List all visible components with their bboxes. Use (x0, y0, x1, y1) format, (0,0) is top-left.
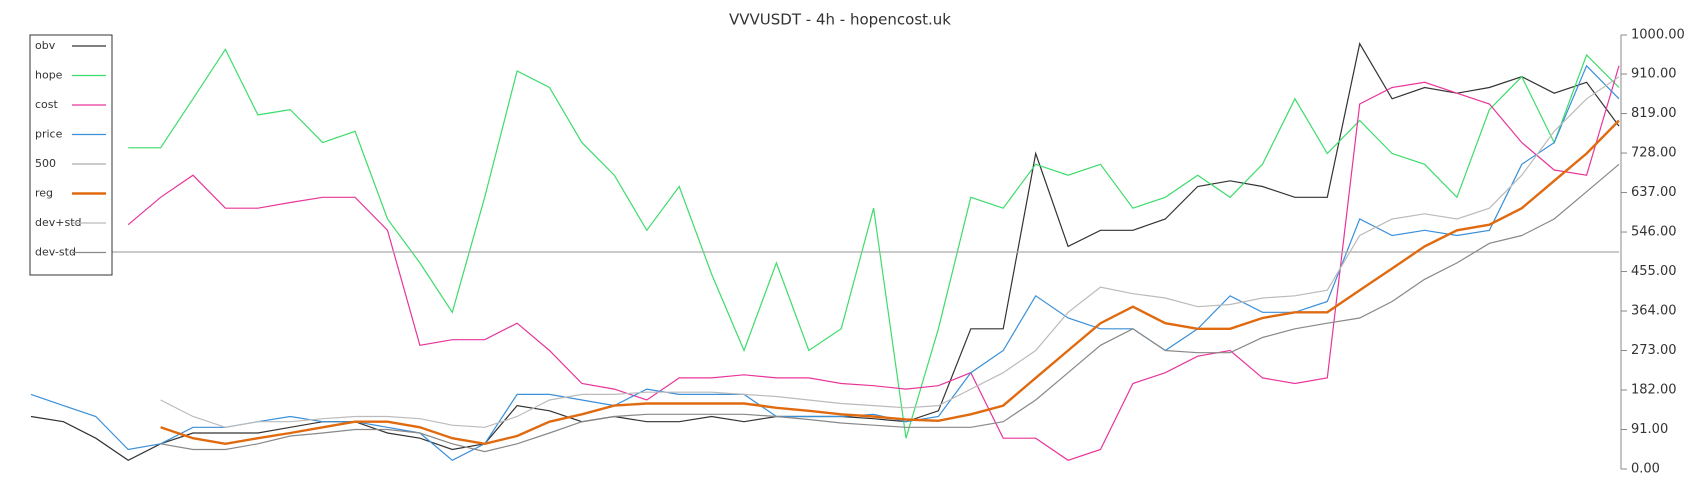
y-tick-label: 273.00 (1631, 343, 1677, 358)
chart-title: VVVUSDT - 4h - hopencost.uk (729, 11, 951, 29)
legend: obv hope cost price 500 reg dev+std dev-std (29, 34, 113, 276)
legend-label: 500 (35, 157, 56, 170)
series-line (128, 48, 1620, 439)
legend-label: dev-std (35, 246, 76, 259)
y-tick-label: 637.00 (1631, 185, 1677, 200)
y-tick-label: 546.00 (1631, 225, 1677, 240)
series-line (160, 119, 1620, 446)
y-tick-label: 364.00 (1631, 304, 1677, 319)
series-line (160, 163, 1620, 453)
legend-label: cost (35, 98, 59, 111)
y-tick-label: 728.00 (1631, 146, 1677, 161)
y-tick-label: 1000.00 (1631, 28, 1685, 43)
y-tick-label: 91.00 (1631, 422, 1668, 437)
legend-label: reg (35, 187, 53, 200)
y-tick-label: 455.00 (1631, 264, 1677, 279)
y-tick-label: 0.00 (1631, 462, 1660, 477)
series-line (30, 64, 1620, 462)
y-tick-label: 182.00 (1631, 383, 1677, 398)
legend-label: price (35, 128, 63, 141)
series-line (160, 76, 1620, 428)
y-tick-label: 819.00 (1631, 106, 1677, 121)
legend-label: dev+std (35, 216, 82, 229)
y-tick-label: 910.00 (1631, 67, 1677, 82)
series-line (127, 65, 1620, 461)
legend-label: hope (35, 69, 63, 82)
legend-label: obv (35, 39, 56, 52)
